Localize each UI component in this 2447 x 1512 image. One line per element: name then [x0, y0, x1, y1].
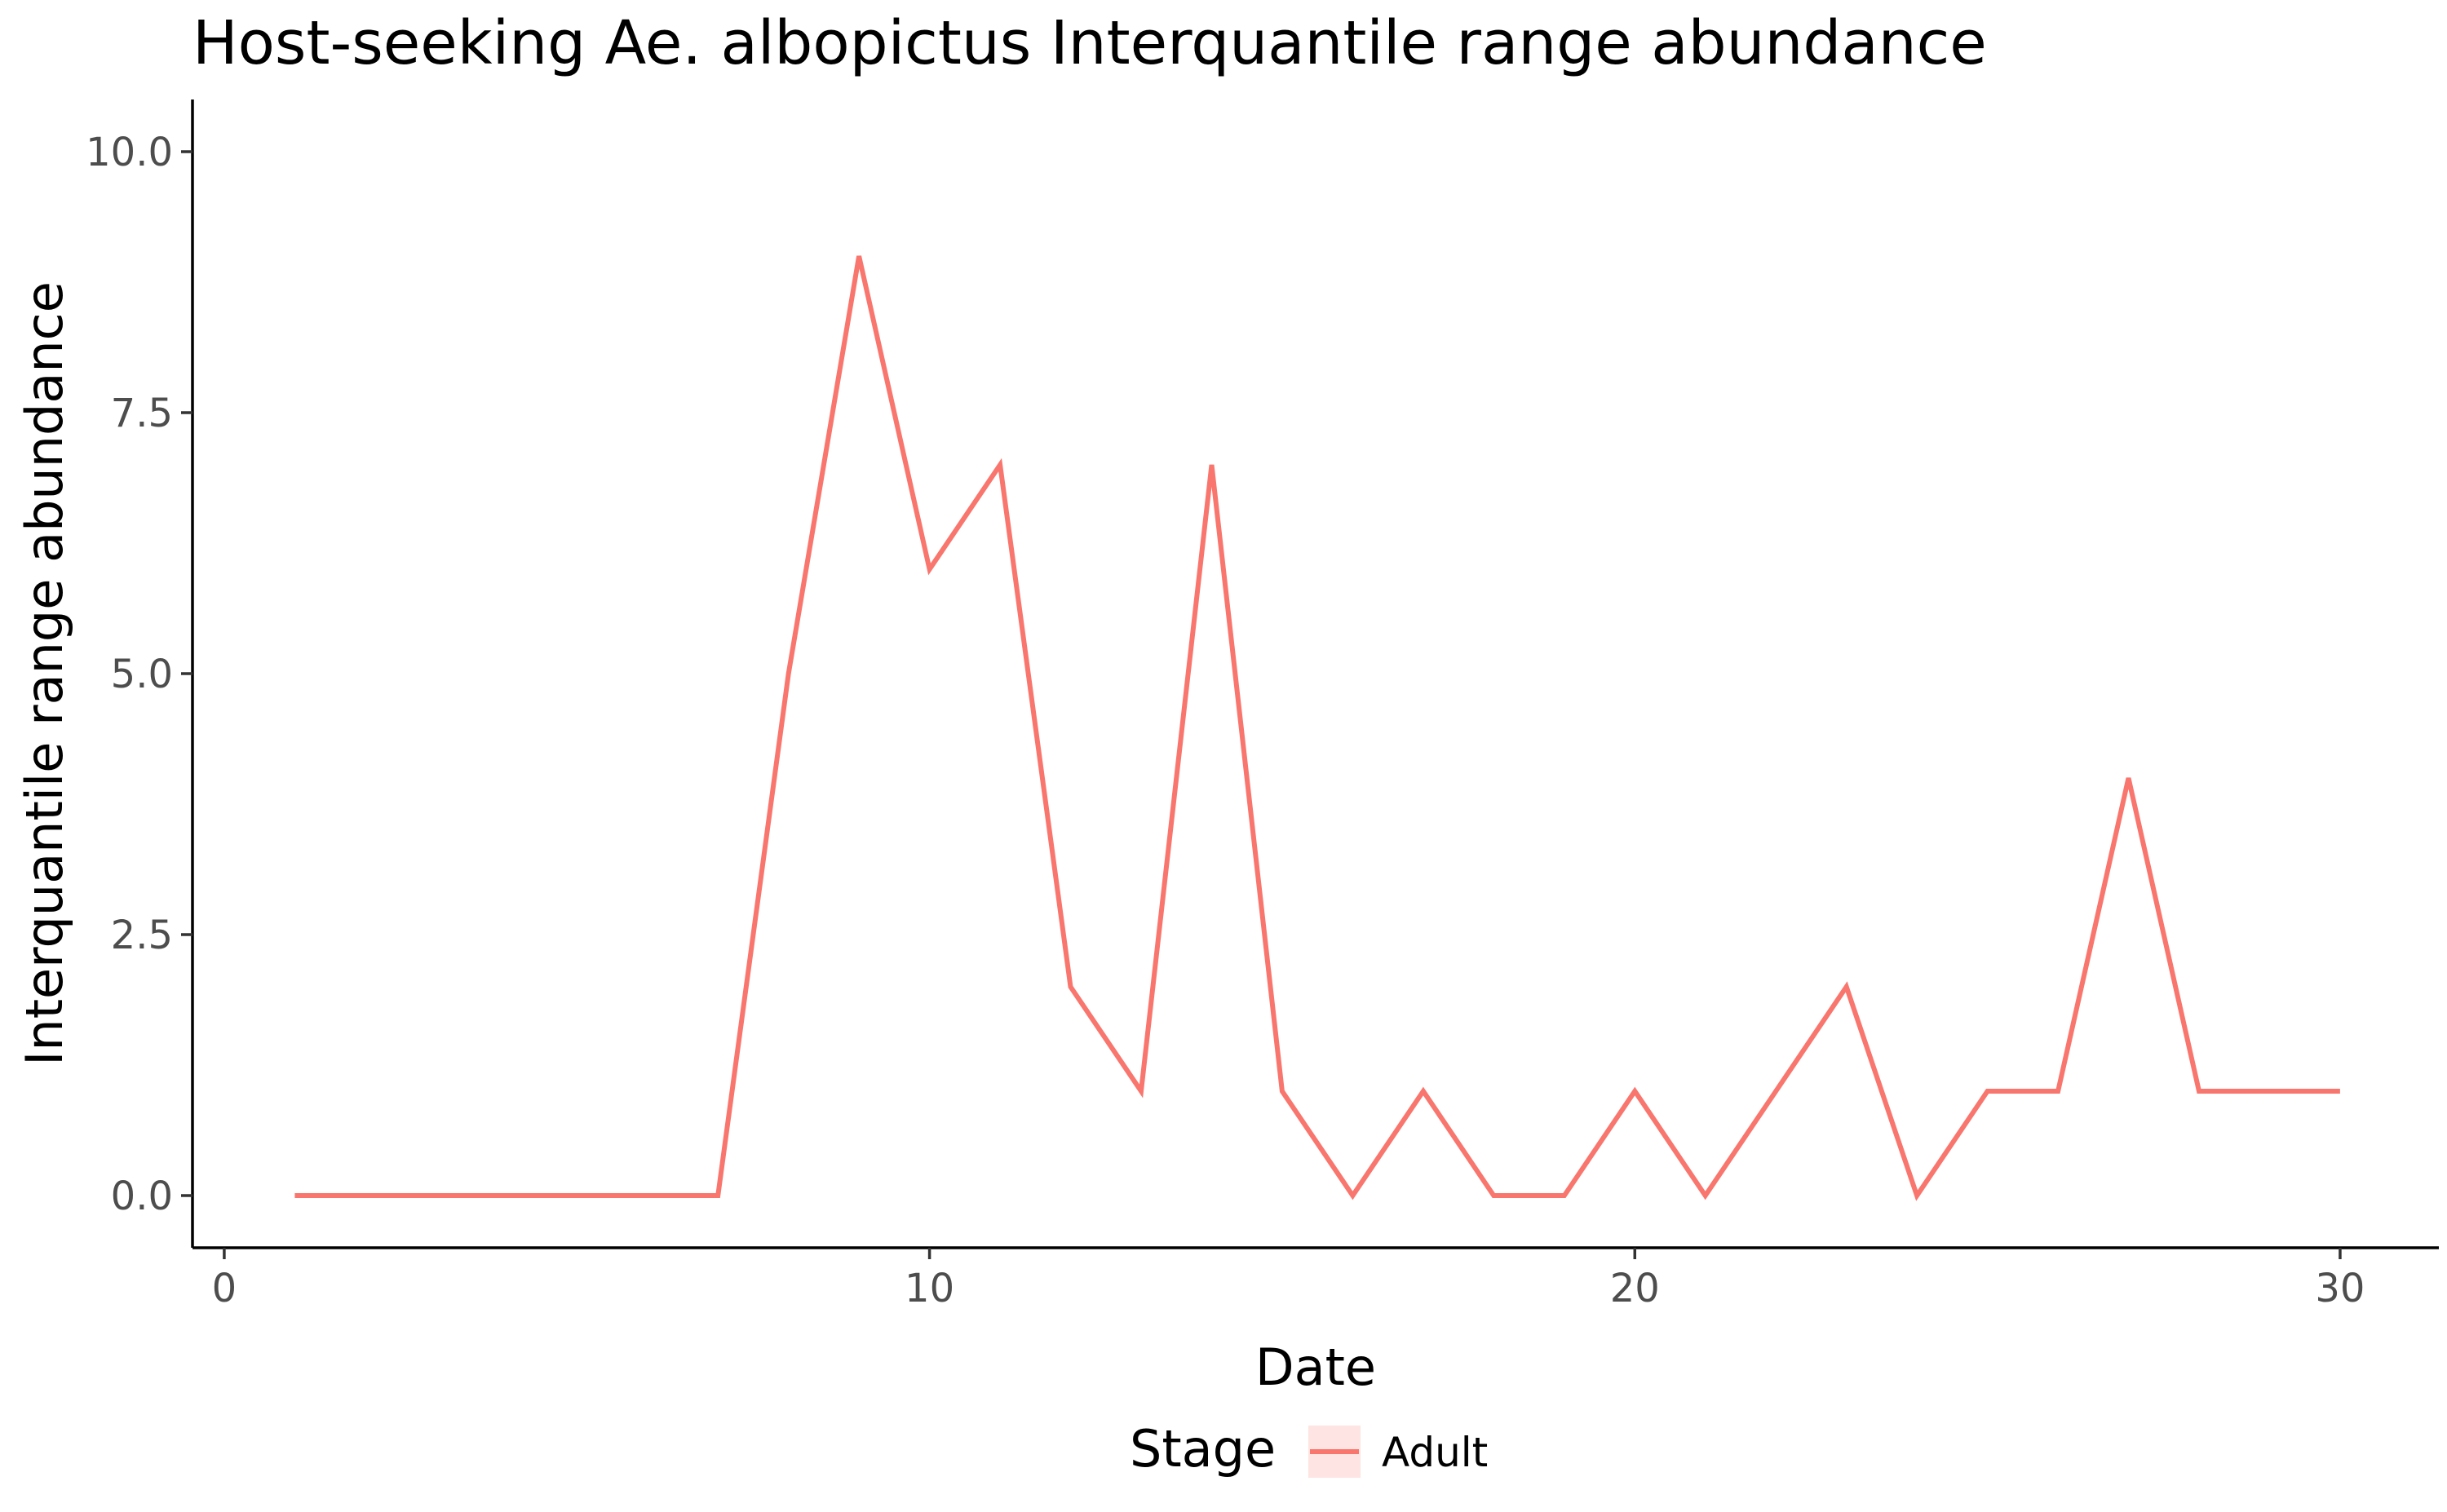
chart-title: Host-seeking Ae. albopictus Interquantil…	[192, 8, 1987, 78]
y-axis-title: Interquantile range abundance	[15, 281, 74, 1066]
legend-label-adult: Adult	[1382, 1429, 1488, 1476]
y-tick-label: 7.5	[111, 391, 173, 436]
legend: Stage Adult	[1130, 1419, 1488, 1479]
y-tick-label: 0.0	[111, 1174, 173, 1219]
x-axis-ticks: 0 10 20 30	[212, 1248, 2365, 1311]
y-axis-ticks: 0.0 2.5 5.0 7.5 10.0	[86, 130, 192, 1219]
y-tick-label: 2.5	[111, 913, 173, 958]
x-tick-label: 20	[1610, 1266, 1660, 1311]
x-axis-title: Date	[1255, 1337, 1376, 1397]
series-line-adult	[294, 255, 2340, 1201]
plot-area: 0.0 2.5 5.0 7.5 10.0 0 10 20 30	[86, 99, 2439, 1311]
series-group	[294, 255, 2340, 1201]
x-tick-label: 30	[2315, 1266, 2365, 1311]
y-tick-label: 5.0	[111, 652, 173, 697]
legend-title: Stage	[1130, 1419, 1276, 1479]
x-tick-label: 0	[212, 1266, 237, 1311]
x-tick-label: 10	[905, 1266, 954, 1311]
y-tick-label: 10.0	[86, 130, 173, 175]
